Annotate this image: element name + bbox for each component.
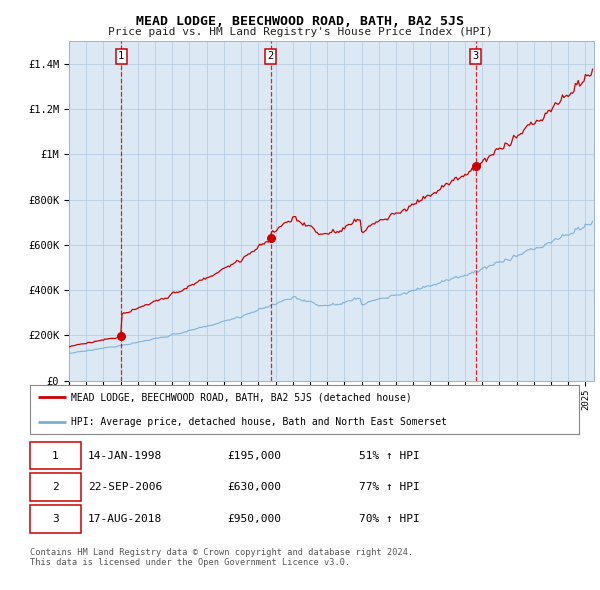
Text: Price paid vs. HM Land Registry's House Price Index (HPI): Price paid vs. HM Land Registry's House … <box>107 27 493 37</box>
Text: MEAD LODGE, BEECHWOOD ROAD, BATH, BA2 5JS (detached house): MEAD LODGE, BEECHWOOD ROAD, BATH, BA2 5J… <box>71 392 412 402</box>
Text: MEAD LODGE, BEECHWOOD ROAD, BATH, BA2 5JS: MEAD LODGE, BEECHWOOD ROAD, BATH, BA2 5J… <box>136 15 464 28</box>
Text: 77% ↑ HPI: 77% ↑ HPI <box>359 483 420 492</box>
Text: 22-SEP-2006: 22-SEP-2006 <box>88 483 162 492</box>
Text: 17-AUG-2018: 17-AUG-2018 <box>88 514 162 524</box>
Text: 2: 2 <box>52 483 59 492</box>
FancyBboxPatch shape <box>30 505 80 533</box>
Text: 70% ↑ HPI: 70% ↑ HPI <box>359 514 420 524</box>
Text: 1: 1 <box>52 451 59 461</box>
Text: 1: 1 <box>118 51 124 61</box>
Text: Contains HM Land Registry data © Crown copyright and database right 2024.
This d: Contains HM Land Registry data © Crown c… <box>30 548 413 567</box>
Text: £195,000: £195,000 <box>227 451 281 461</box>
Text: 3: 3 <box>52 514 59 524</box>
Text: 2: 2 <box>268 51 274 61</box>
Text: 14-JAN-1998: 14-JAN-1998 <box>88 451 162 461</box>
Text: £950,000: £950,000 <box>227 514 281 524</box>
Text: HPI: Average price, detached house, Bath and North East Somerset: HPI: Average price, detached house, Bath… <box>71 417 447 427</box>
FancyBboxPatch shape <box>30 442 80 470</box>
Text: 3: 3 <box>473 51 479 61</box>
Text: 51% ↑ HPI: 51% ↑ HPI <box>359 451 420 461</box>
FancyBboxPatch shape <box>30 473 80 501</box>
Text: £630,000: £630,000 <box>227 483 281 492</box>
